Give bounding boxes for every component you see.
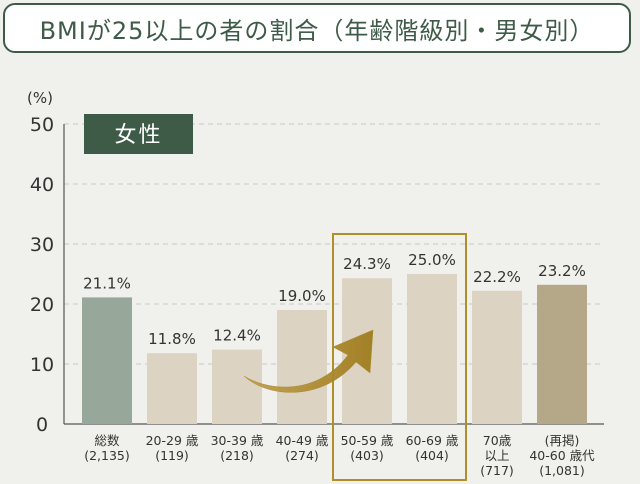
- bar-value-label: 12.4%: [213, 327, 261, 345]
- category-label: 40-49 歳: [276, 433, 329, 448]
- bar-value-label: 21.1%: [83, 274, 131, 292]
- badge-label: 女性: [114, 123, 162, 148]
- y-tick-label: 0: [36, 414, 48, 436]
- category-label: (274): [285, 448, 319, 463]
- category-label: (403): [350, 448, 384, 463]
- highlight-box: [332, 233, 467, 481]
- bar: [147, 353, 197, 424]
- chart-title: BMIが25以上の者の割合（年齢階級別・男女別）: [39, 16, 595, 45]
- bar: [277, 310, 327, 424]
- bar: [472, 290, 522, 424]
- y-unit-label: (%): [27, 89, 53, 107]
- category-label: 20-29 歳: [146, 433, 199, 448]
- bar: [212, 349, 262, 424]
- category-label: 50-59 歳: [341, 433, 394, 448]
- y-tick-label: 50: [30, 114, 54, 136]
- trend-arrow: [243, 329, 374, 393]
- category-label: 総数: [94, 433, 120, 448]
- category-label: (218): [220, 448, 254, 463]
- y-axis: (%) 0 10 20 30 40 50: [27, 89, 604, 436]
- category-label: (再掲): [545, 433, 580, 448]
- y-tick-label: 10: [30, 354, 54, 376]
- category-label: (404): [415, 448, 449, 463]
- category-label: 30-39 歳: [211, 433, 264, 448]
- bar-value-label: 11.8%: [148, 330, 196, 348]
- bar: [537, 284, 587, 424]
- value-labels: 21.1% 11.8% 12.4% 19.0% 24.3% 25.0% 22.2% 23.2%: [83, 251, 586, 348]
- bar-value-label: 23.2%: [538, 262, 586, 280]
- title-box: BMIが25以上の者の割合（年齢階級別・男女別）: [3, 3, 631, 53]
- badge-background: [84, 114, 193, 154]
- category-label: 70歳: [483, 433, 512, 448]
- bar: [82, 297, 132, 424]
- highlight-group: [332, 233, 467, 481]
- bar-value-label: 25.0%: [408, 251, 456, 269]
- category-label: (119): [155, 448, 189, 463]
- bar-value-label: 24.3%: [343, 255, 391, 273]
- category-label: 以上: [484, 448, 509, 463]
- category-label: 40-60 歳代: [529, 448, 595, 463]
- category-label: 60-69 歳: [406, 433, 459, 448]
- y-tick-label: 20: [30, 294, 54, 316]
- badge: 女性: [84, 114, 193, 154]
- category-label: (717): [480, 463, 514, 478]
- category-label: (1,081): [539, 463, 585, 478]
- bar: [407, 274, 457, 424]
- category-labels: 総数(2,135) 20-29 歳(119) 30-39 歳(218) 40-49 歳…: [84, 433, 595, 478]
- bars: [82, 274, 587, 424]
- y-tick-label: 40: [30, 174, 54, 196]
- y-tick-label: 30: [30, 234, 54, 256]
- trend-arrow-shape: [243, 329, 374, 393]
- category-label: (2,135): [84, 448, 130, 463]
- bar-value-label: 19.0%: [278, 287, 326, 305]
- bar-value-label: 22.2%: [473, 268, 521, 286]
